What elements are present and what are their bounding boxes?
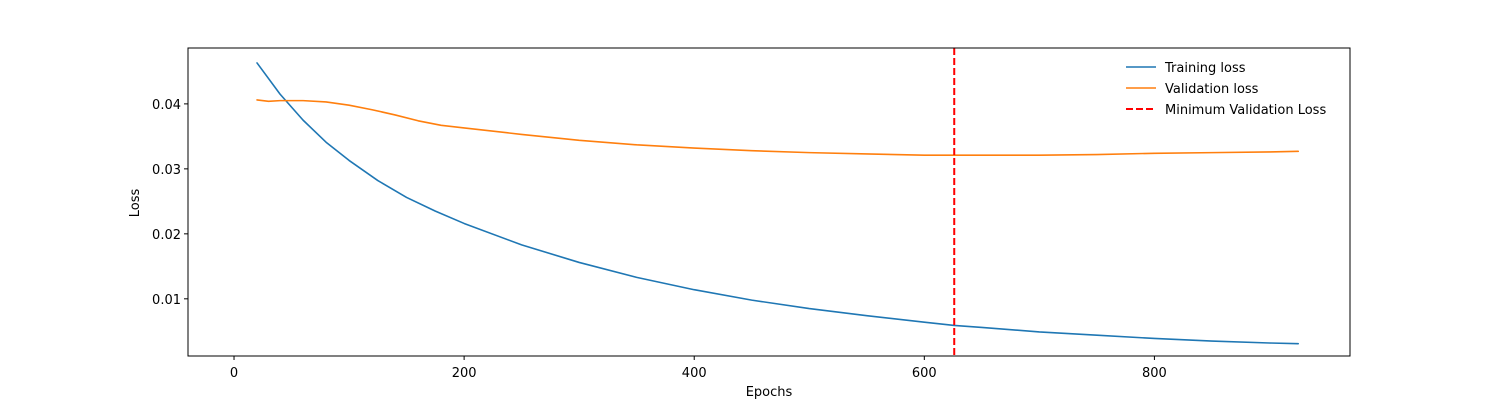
x-tick-label: 800 [1142,366,1167,381]
x-axis-label: Epochs [746,385,793,400]
y-axis: 0.01 0.02 0.03 0.04 [152,98,188,308]
series-training-loss-line [256,62,1300,345]
y-tick-label: 0.03 [152,163,181,178]
x-tick-label: 0 [230,366,238,381]
legend-label-validation-loss: Validation loss [1165,82,1259,97]
y-tick-label: 0.04 [152,98,181,113]
x-axis: 0 200 400 600 800 [230,356,1167,381]
y-tick-label: 0.01 [152,293,181,308]
legend-label-minimum-validation-loss: Minimum Validation Loss [1165,103,1326,118]
series-validation-loss-line [256,99,1300,157]
plot-area [256,48,1300,356]
x-tick-label: 600 [912,366,937,381]
y-axis-label: Loss [128,189,143,218]
y-tick-label: 0.02 [152,228,181,243]
legend: Training loss Validation loss Minimum Vali… [1126,61,1326,118]
legend-label-training-loss: Training loss [1164,61,1246,76]
plot-frame [187,47,1351,357]
x-tick-label: 200 [452,366,477,381]
x-tick-label: 400 [682,366,707,381]
